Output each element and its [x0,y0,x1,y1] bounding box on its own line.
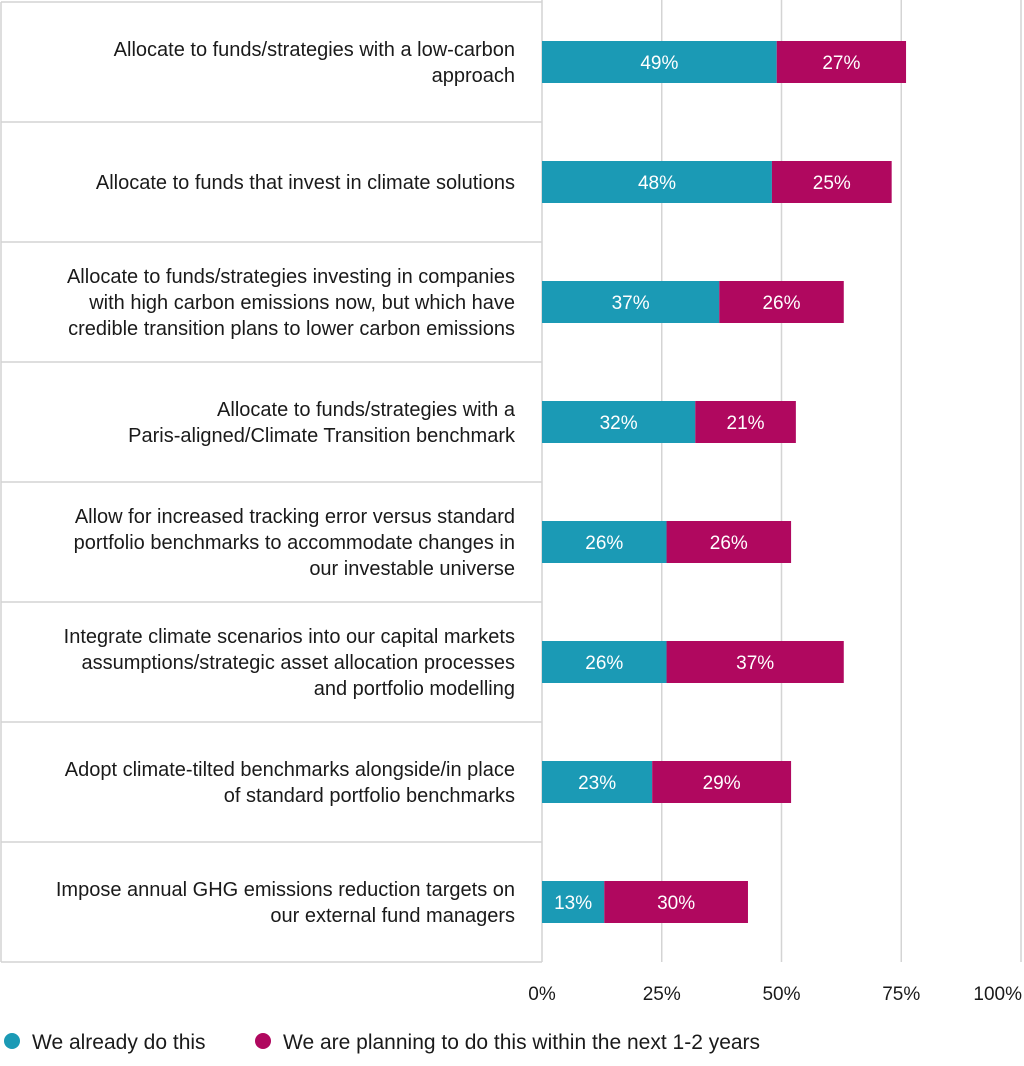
x-tick-label: 0% [528,984,556,1005]
legend-marker-planning [255,1033,271,1049]
category-label-line: approach [432,65,515,87]
bar-segment-planning [666,521,792,563]
bar-value-label: 30% [657,893,695,914]
bar-segment-planning [719,281,844,323]
bar-segment-already [542,41,777,83]
category-label-line: our external fund managers [270,905,515,927]
bar-value-label: 27% [822,53,860,74]
category-label-line: Adopt climate-tilted benchmarks alongsid… [65,759,515,781]
category-label-line: assumptions/strategic asset allocation p… [81,652,515,674]
category-label-line: Paris-aligned/Climate Transition benchma… [128,425,516,447]
bar-value-label: 37% [736,653,774,674]
bar-segment-already [542,161,772,203]
bar-value-label: 29% [703,773,741,794]
bar-segment-planning [776,41,907,83]
bar-value-label: 26% [762,293,800,314]
bar-segment-already [542,521,667,563]
x-tick-label: 25% [643,984,681,1005]
category-label-line: portfolio benchmarks to accommodate chan… [74,532,515,554]
x-tick-label: 100% [973,984,1022,1005]
bar-value-label: 23% [578,773,616,794]
bar-segment-already [542,761,653,803]
category-label-line: and portfolio modelling [314,678,515,700]
bar-value-label: 26% [585,653,623,674]
bar-segment-already [542,401,696,443]
category-label: Allocate to funds/strategies investing i… [67,266,515,340]
bar-segment-already [542,881,605,923]
bar-segment-planning [652,761,792,803]
category-label: Integrate climate scenarios into our cap… [64,626,515,700]
category-label: Allow for increased tracking error versu… [74,506,515,580]
category-label-line: Integrate climate scenarios into our cap… [64,626,515,648]
category-label-line: credible transition plans to lower carbo… [68,318,515,340]
bar-value-label: 49% [640,53,678,74]
category-label: Adopt climate-tilted benchmarks alongsid… [65,759,515,807]
bar-value-label: 37% [612,293,650,314]
legend-marker-already [4,1033,20,1049]
bar-segment-planning [604,881,748,923]
category-label-line: Allocate to funds/strategies with a [217,399,516,421]
legend-label: We are planning to do this within the ne… [283,1031,760,1054]
bar-segment-planning [771,161,892,203]
bar-segment-planning [666,641,844,683]
x-tick-label: 75% [882,984,920,1005]
category-label: Allocate to funds/strategies with a low-… [114,39,515,87]
category-label-line: Allow for increased tracking error versu… [75,506,515,528]
x-tick-label: 50% [762,984,800,1005]
category-label-line: Allocate to funds/strategies investing i… [67,266,515,288]
category-label-line: our investable universe [309,558,515,580]
legend-label: We already do this [32,1031,206,1054]
bar-value-label: 13% [554,893,592,914]
category-label: Allocate to funds/strategies with a Paris… [128,399,516,447]
category-label: Impose annual GHG emissions reduction ta… [56,879,515,927]
category-label-line: Allocate to funds/strategies with a low-… [114,39,515,61]
category-label-line: Allocate to funds that invest in climate… [96,172,515,194]
category-label-line: with high carbon emissions now, but whic… [88,292,515,314]
category-label-line: of standard portfolio benchmarks [224,785,515,807]
bar-value-label: 26% [710,533,748,554]
category-label-line: Impose annual GHG emissions reduction ta… [56,879,515,901]
bar-value-label: 25% [813,173,851,194]
bar-segment-already [542,641,667,683]
bar-segment-planning [695,401,796,443]
bar-value-label: 32% [600,413,638,434]
bar-value-label: 21% [727,413,765,434]
bar-segment-already [542,281,720,323]
category-label: Allocate to funds that invest in climate… [96,172,515,194]
bar-value-label: 48% [638,173,676,194]
bar-value-label: 26% [585,533,623,554]
